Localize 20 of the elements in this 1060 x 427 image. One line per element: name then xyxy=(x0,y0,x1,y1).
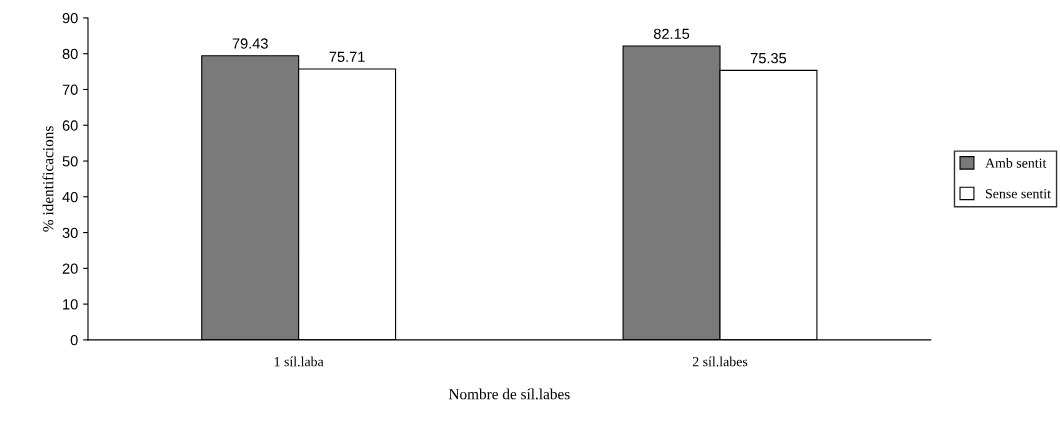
x-tick-label: 2 síl.labes xyxy=(692,356,748,367)
y-tick-label: 30 xyxy=(62,227,78,238)
y-tick-label: 20 xyxy=(62,263,78,274)
y-tick-label: 50 xyxy=(62,156,78,167)
y-tick-label: 0 xyxy=(70,334,78,346)
legend-label: Amb sentit xyxy=(985,157,1047,168)
x-axis-title: Nombre de síl.labes xyxy=(448,388,570,400)
legend-label: Sense sentit xyxy=(985,189,1051,199)
y-tick-label: 40 xyxy=(62,191,78,203)
data-label: 79.43 xyxy=(232,38,268,49)
y-tick-label: 70 xyxy=(62,84,78,95)
y-axis-title: % identificacions xyxy=(42,126,54,232)
data-label: 75.35 xyxy=(750,52,787,64)
y-tick-label: 80 xyxy=(62,48,78,60)
y-tick-label: 10 xyxy=(63,299,78,310)
y-tick-label: 60 xyxy=(62,120,78,131)
x-tick-label: 1 síl.laba xyxy=(274,356,324,367)
data-label: 75.71 xyxy=(329,51,365,62)
y-tick-label: 90 xyxy=(62,13,78,24)
data-label: 82.15 xyxy=(653,28,690,39)
